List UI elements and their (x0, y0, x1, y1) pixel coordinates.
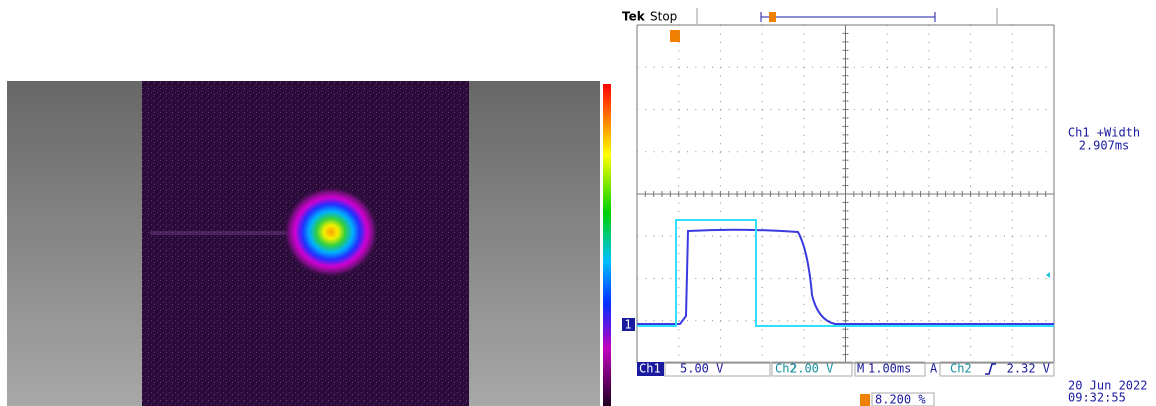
trigger-level-marker (1046, 272, 1050, 278)
ch1-label: Ch1 (639, 362, 661, 376)
figure: Tek Stop 1 Ch1 +Width 2.907ms Ch1 5.00 V… (0, 0, 1156, 406)
ch2-scale: 2.00 V (790, 362, 833, 376)
brand: Tek (622, 10, 646, 24)
trigger-position-icon (860, 394, 870, 406)
colorbar (603, 84, 611, 406)
trigger-position: 8.200 % (875, 393, 926, 406)
trigger-level: 2.32 V (1007, 362, 1050, 376)
time: 09:32:55 (1068, 391, 1126, 405)
trigger-position-icon (769, 12, 776, 22)
oscilloscope: Tek Stop 1 Ch1 +Width 2.907ms Ch1 5.00 V… (622, 8, 1147, 406)
timebase: 1.00ms (868, 362, 911, 376)
status: Stop (650, 10, 677, 24)
record-bar (761, 12, 935, 22)
trigger-mode: A (930, 362, 938, 376)
ch1-scale: 5.00 V (680, 362, 723, 376)
trigger-slope (985, 364, 996, 374)
timebase-prefix: M (857, 362, 864, 376)
beam-spot (283, 186, 379, 278)
measurement-label: Ch1 +Width (1068, 126, 1140, 140)
trigger-source: Ch2 (950, 362, 972, 376)
beam-image (7, 81, 611, 406)
page: Tek Stop 1 Ch1 +Width 2.907ms Ch1 5.00 V… (0, 0, 1156, 406)
ch1-marker-label: 1 (624, 318, 631, 332)
measurement-value: 2.907ms (1079, 139, 1130, 153)
graticule (637, 25, 1054, 363)
trigger-icon (670, 30, 680, 42)
